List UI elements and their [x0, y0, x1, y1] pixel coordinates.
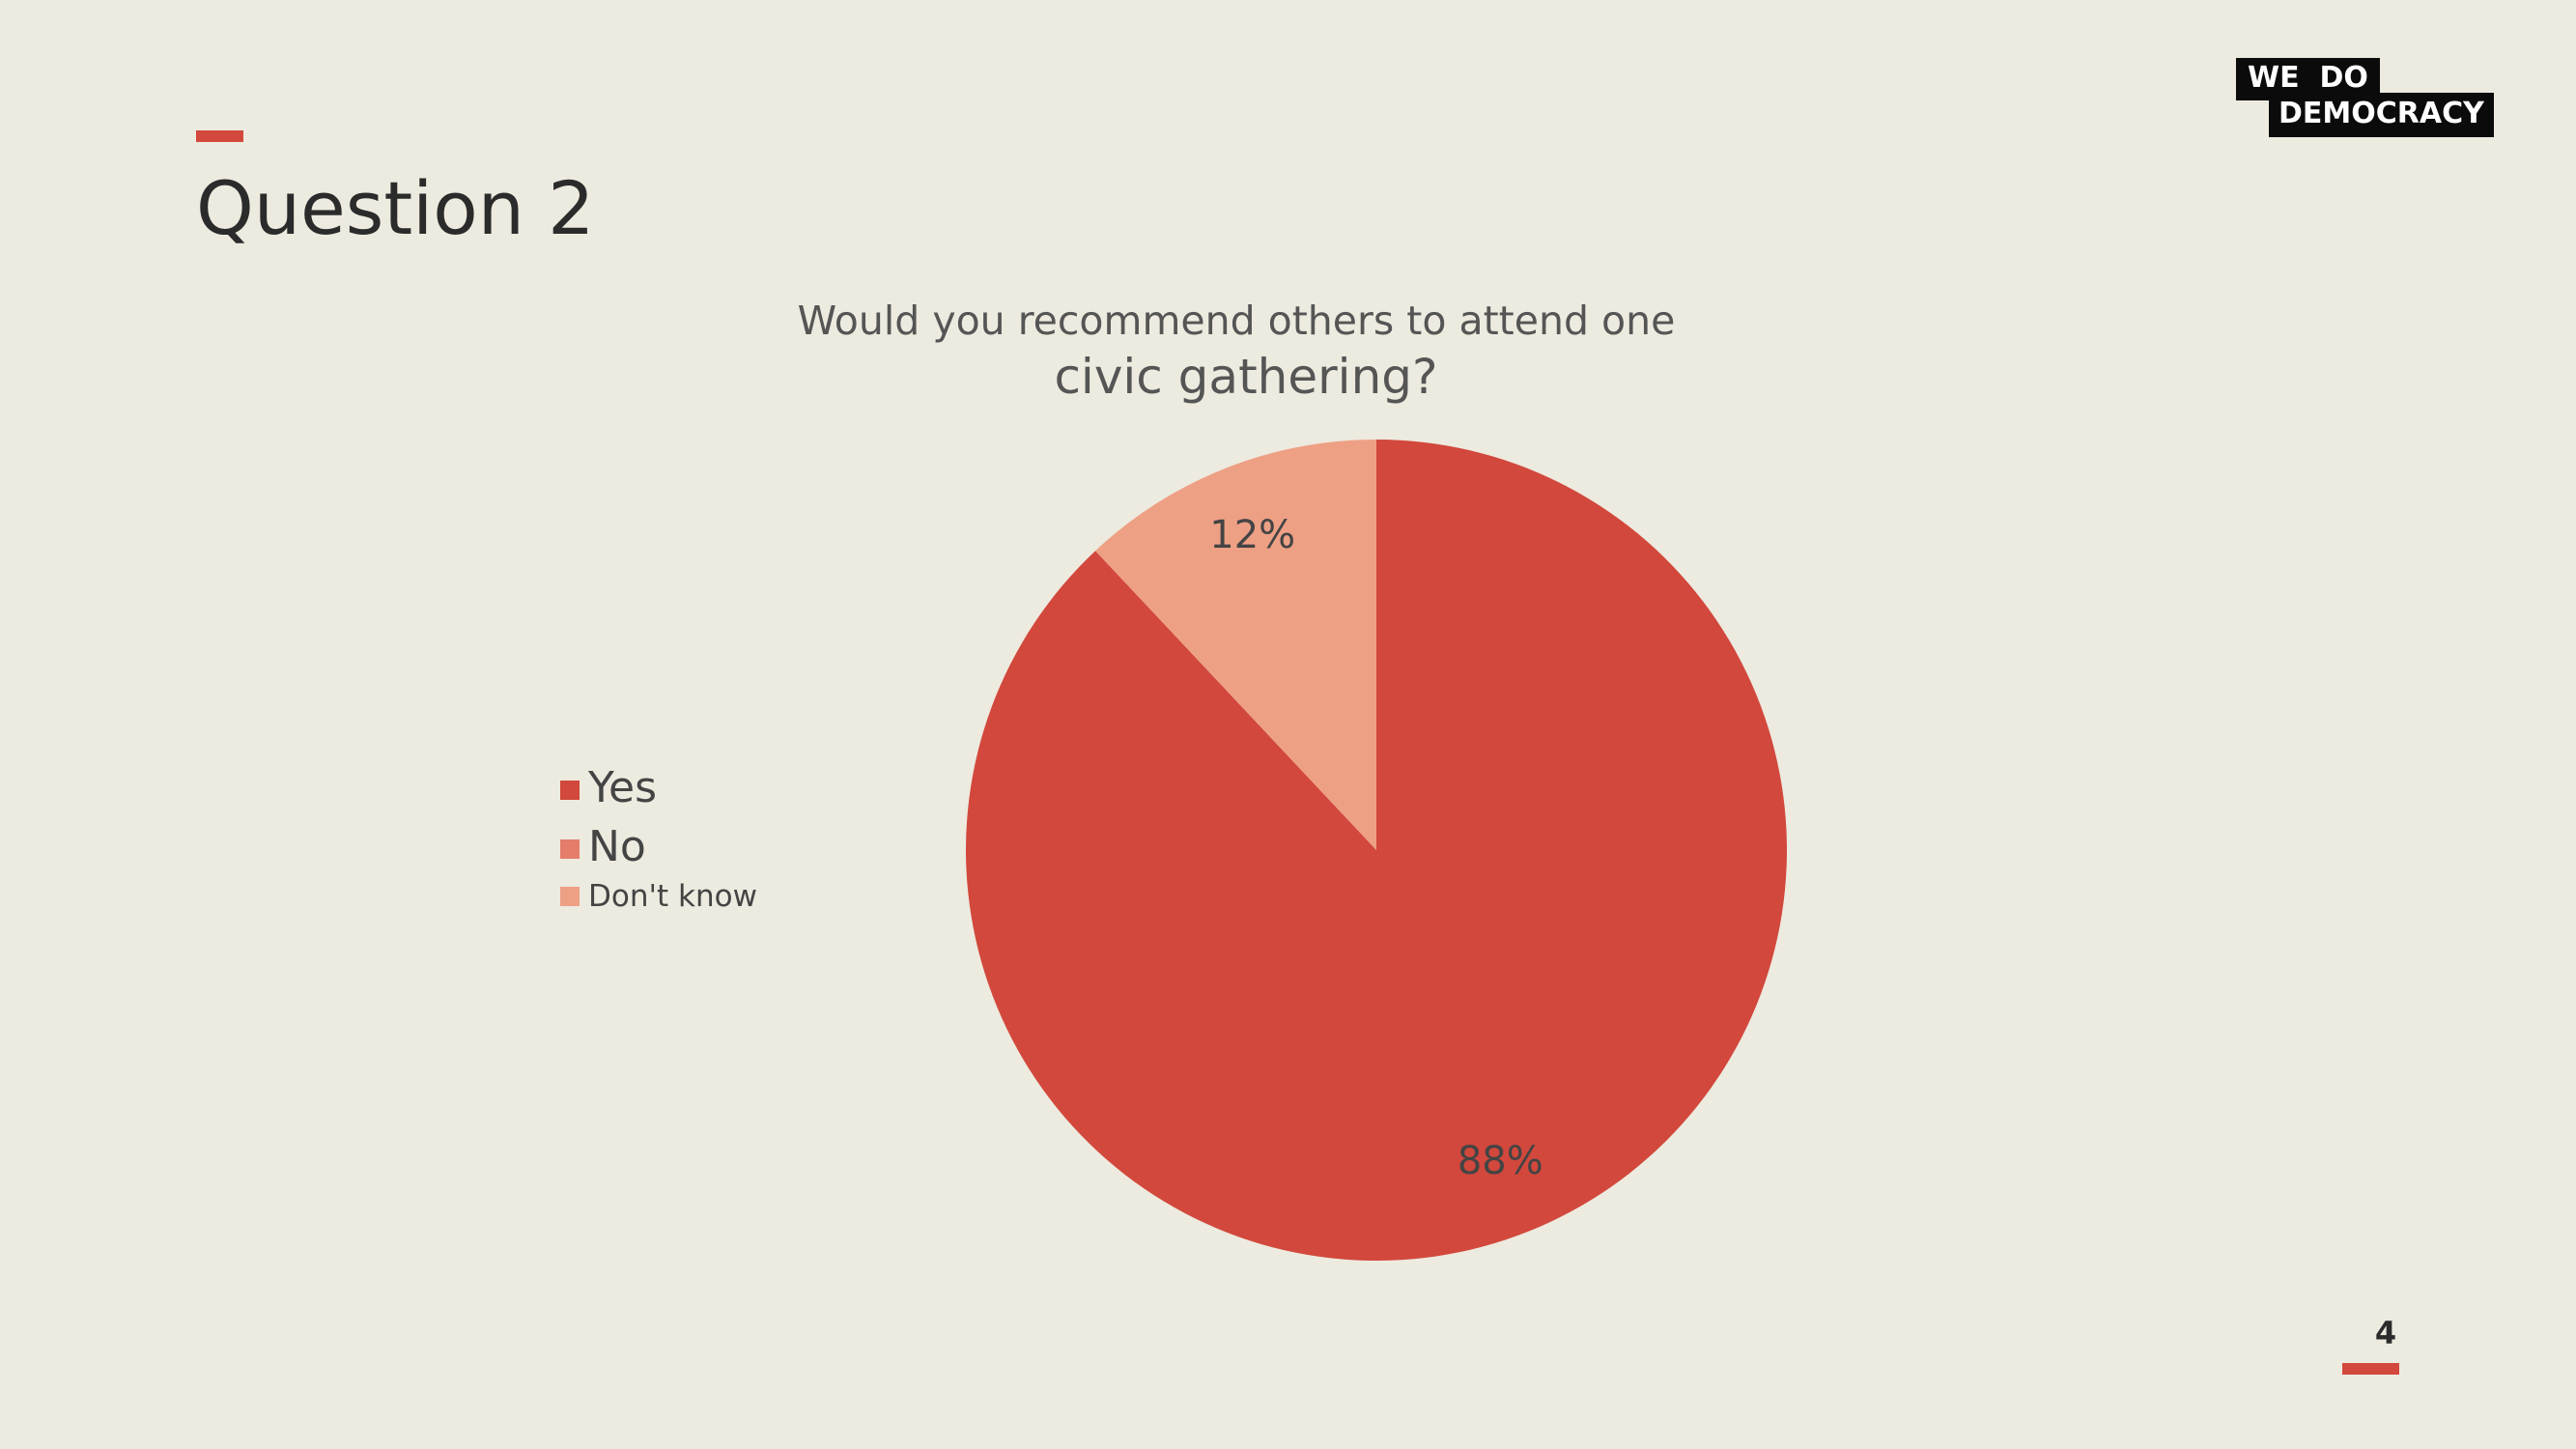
- title-accent-bar: [196, 130, 243, 142]
- legend-label-dont-know: Don't know: [588, 879, 757, 914]
- pie-slice-yes: [965, 440, 1787, 1261]
- legend-swatch-yes: [560, 781, 580, 800]
- chart-title-line-1: Would you recommend others to attend one: [797, 298, 1676, 344]
- pie-data-label-don-t-know: 12%: [1209, 513, 1295, 557]
- chart-title-line-2: civic gathering?: [1054, 349, 1438, 405]
- page-accent-bar: [2342, 1363, 2399, 1375]
- legend-label-yes: Yes: [588, 763, 658, 812]
- legend-swatch-dont-know: [560, 887, 580, 906]
- pie-data-label-yes: 88%: [1458, 1139, 1543, 1183]
- pie-chart: 88% 12%: [965, 440, 1787, 1261]
- we-do-democracy-logo: WE DO DEMOCRACY: [2236, 58, 2502, 137]
- pie-slice-don-t-know: [1095, 440, 1376, 850]
- slide-title: Question 2: [196, 165, 595, 251]
- page-number: 4: [2374, 1315, 2397, 1351]
- logo-line-2: DEMOCRACY: [2269, 93, 2494, 137]
- legend-swatch-no: [560, 839, 580, 859]
- legend-label-no: No: [588, 822, 646, 871]
